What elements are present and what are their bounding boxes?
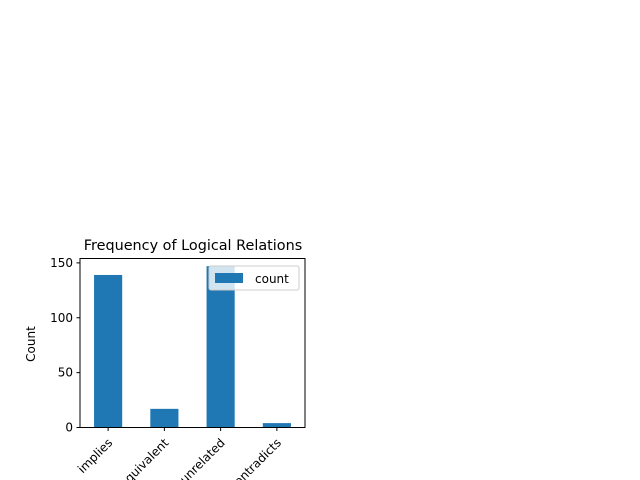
bar-equivalent [150, 408, 179, 428]
bar-group [94, 266, 291, 428]
y-tick-label: 150 [50, 256, 73, 270]
legend-box [208, 265, 300, 291]
y-axis-label: Count [24, 326, 38, 362]
y-tick-label: 50 [58, 366, 73, 380]
bar-unrelated [206, 266, 235, 428]
x-tick-label: unrelated [177, 436, 228, 480]
legend-swatch [215, 273, 243, 283]
y-tick-label: 0 [65, 421, 73, 435]
x-tick-label: contradicts [227, 436, 284, 480]
bar-implies [94, 274, 123, 428]
legend-label: count [255, 272, 289, 286]
plot-frame [79, 258, 306, 428]
legend: count [208, 265, 300, 291]
x-tick-label: implies [75, 436, 115, 476]
chart-title: Frequency of Logical Relations [84, 238, 302, 254]
x-tick-label: equivalent [117, 436, 172, 480]
y-tick-label: 100 [50, 311, 73, 325]
y-axis-ticks: 0 50 100 150 [50, 256, 80, 435]
bar-contradicts [262, 423, 291, 428]
